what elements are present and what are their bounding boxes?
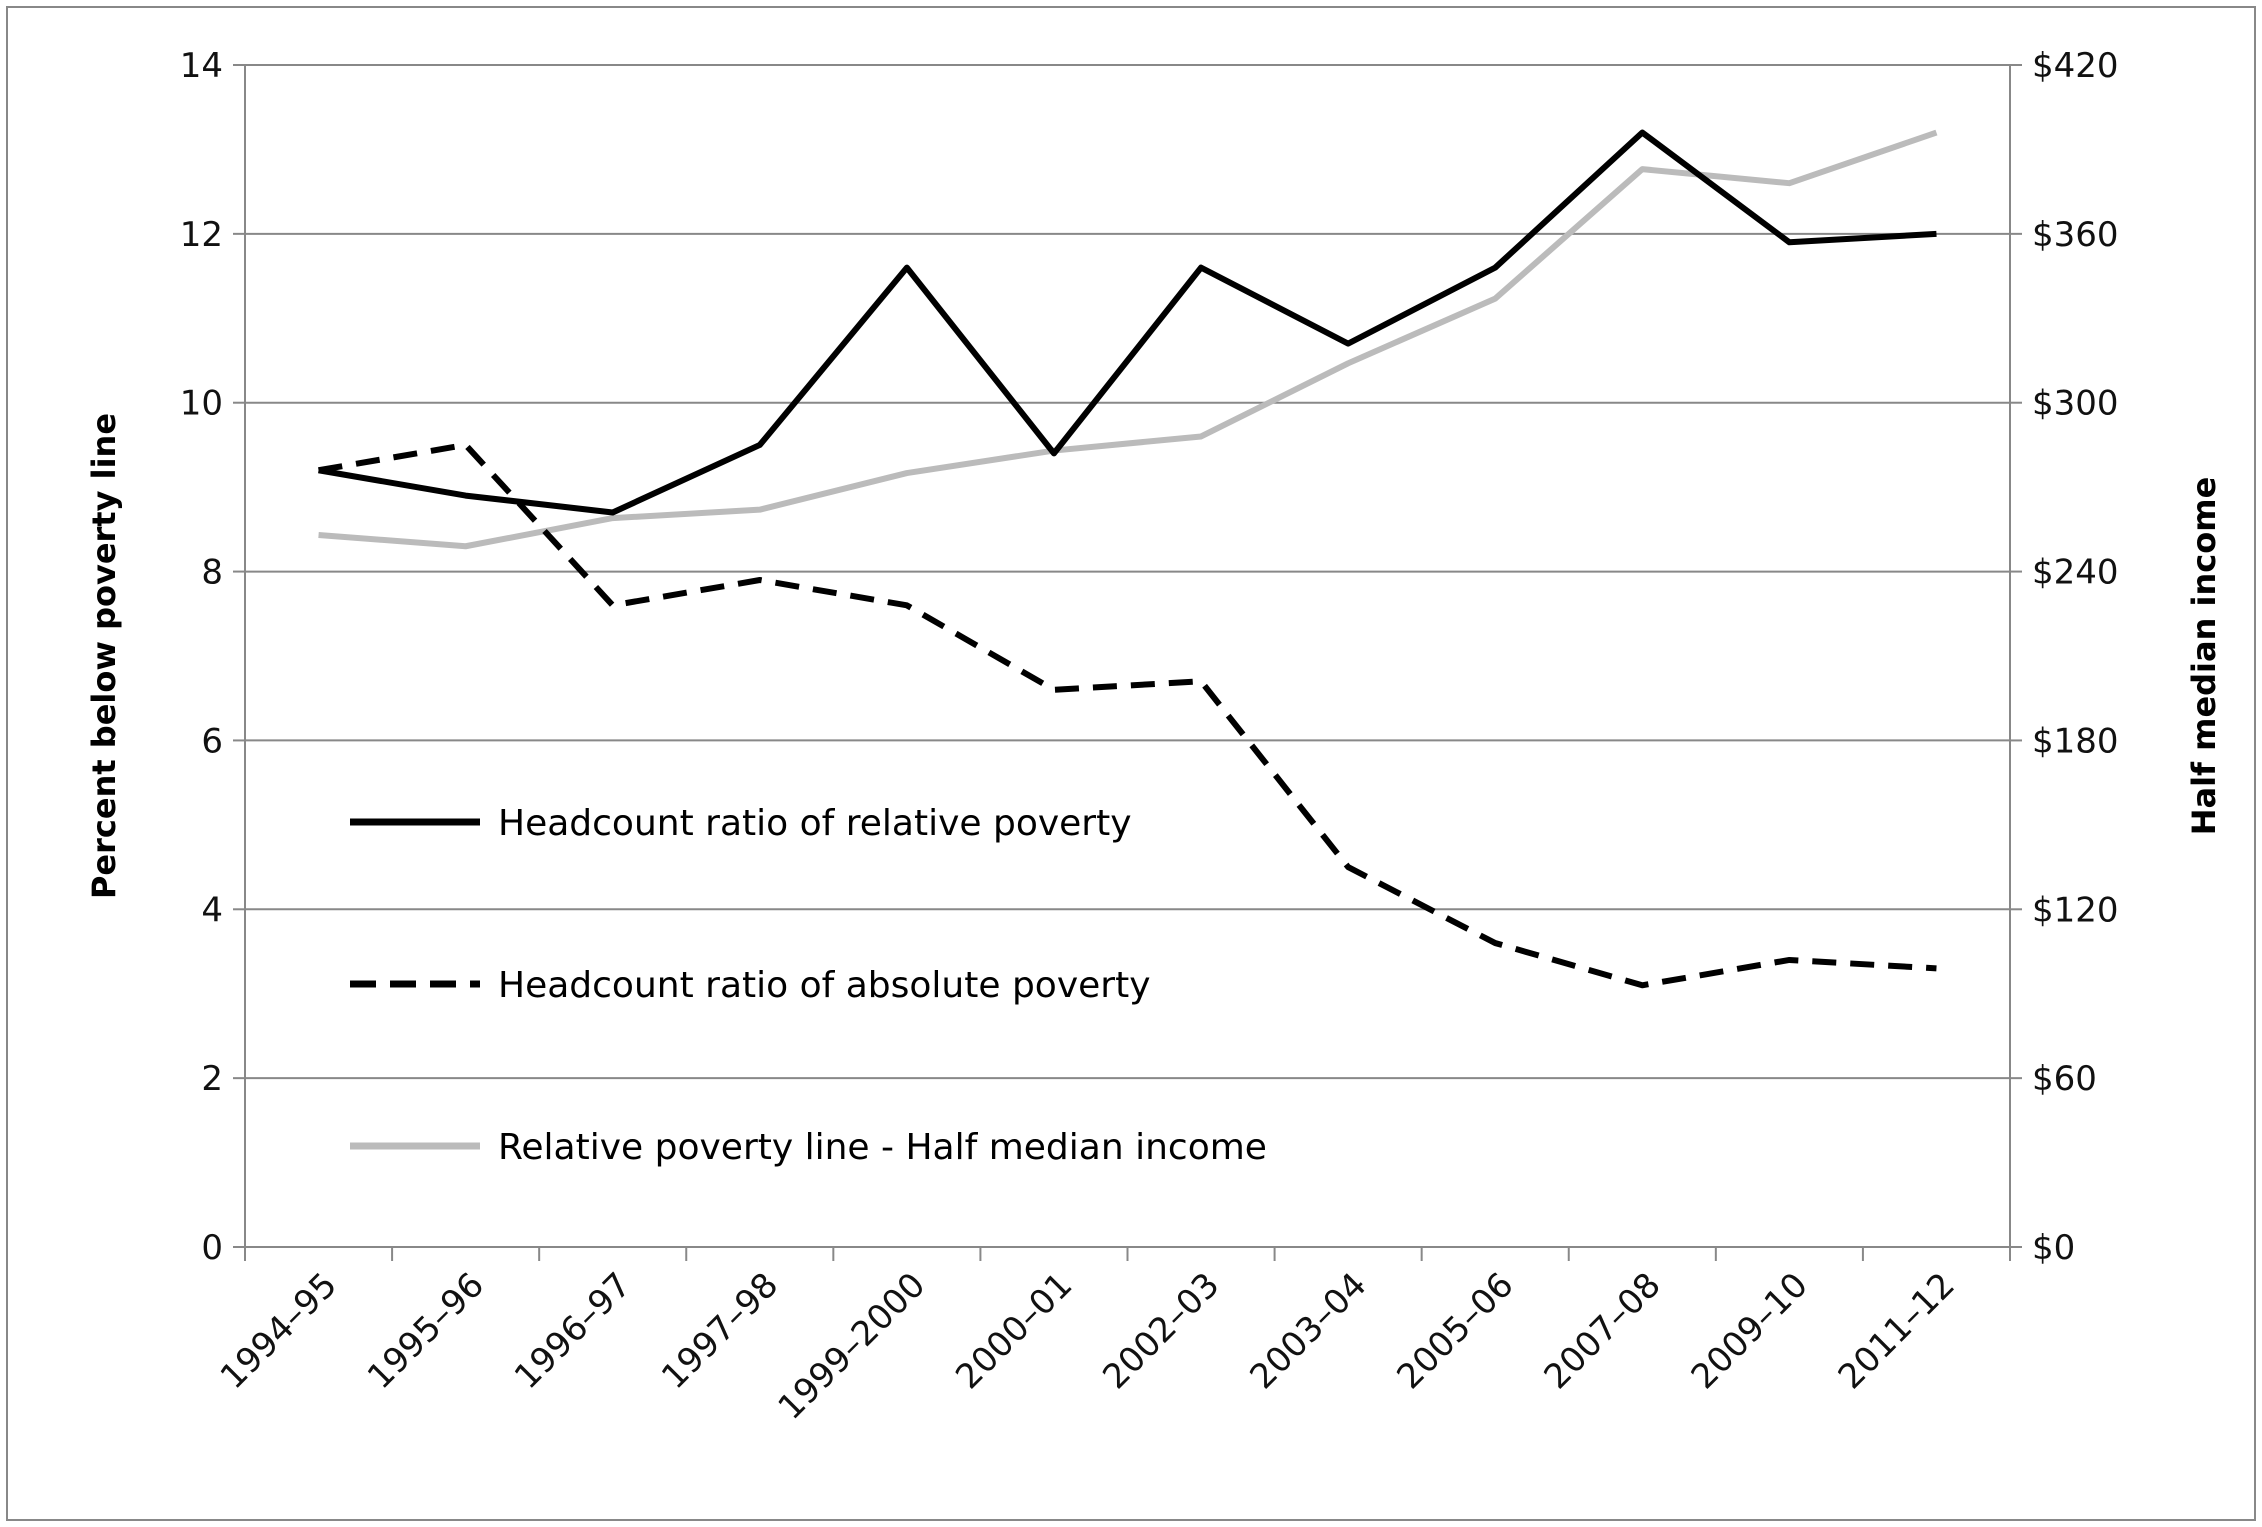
y-tick-label: 10	[180, 384, 223, 424]
y2-tick-label: $360	[2032, 215, 2119, 255]
series-line-2	[318, 129, 1938, 550]
y-tick-label: 2	[201, 1059, 223, 1099]
y2-tick-label: $120	[2032, 890, 2119, 930]
y2-tick-label: $180	[2032, 721, 2119, 761]
y-tick-label: 14	[180, 46, 223, 86]
y2-tick-label: $420	[2032, 46, 2119, 86]
y-tick-label: 12	[180, 215, 223, 255]
legend-label: Headcount ratio of relative poverty	[498, 803, 1132, 844]
y-tick-label: 0	[201, 1228, 223, 1268]
y2-tick-label: $60	[2032, 1059, 2097, 1099]
y2-tick-label: $300	[2032, 384, 2119, 424]
y2-tick-label: $0	[2032, 1228, 2075, 1268]
legend-label: Headcount ratio of absolute poverty	[498, 965, 1151, 1006]
y-axis-title: Percent below poverty line	[85, 413, 123, 899]
series-line-1	[318, 441, 1937, 989]
chart-border	[6, 6, 2256, 1521]
legend-label: Relative poverty line - Half median inco…	[498, 1127, 1267, 1168]
series-line-0	[318, 129, 1937, 516]
y-tick-label: 8	[201, 553, 223, 593]
y2-axis-title: Half median income	[2185, 477, 2223, 836]
y-tick-label: 6	[201, 721, 223, 761]
legend: Headcount ratio of relative poverty Headc…	[350, 803, 1267, 1168]
y2-tick-label: $240	[2032, 553, 2119, 593]
y-tick-label: 4	[201, 890, 223, 930]
